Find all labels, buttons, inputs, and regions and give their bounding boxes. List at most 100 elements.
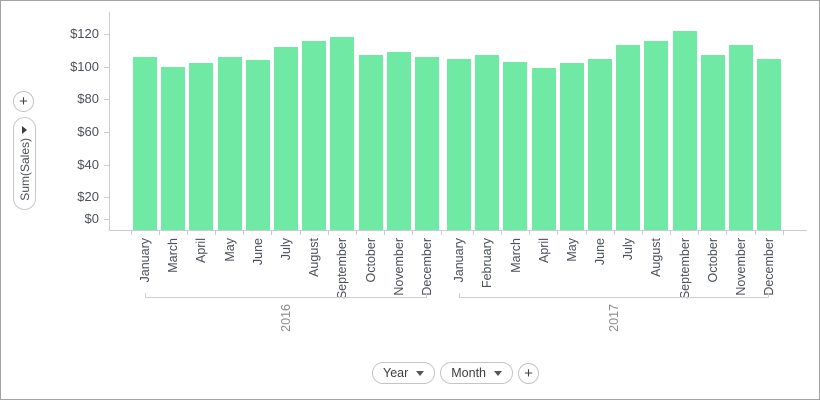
month-label: April <box>536 238 551 264</box>
month-tick <box>186 230 188 235</box>
month-tick <box>529 230 531 235</box>
month-tick <box>271 230 273 235</box>
month-tick <box>754 230 756 235</box>
bar[interactable] <box>531 68 556 230</box>
month-tick <box>500 230 502 235</box>
month-tick <box>243 230 245 235</box>
month-label: August <box>649 238 664 277</box>
caret-down-icon <box>494 370 503 376</box>
month-cell: April <box>187 1 217 263</box>
field-pill-year[interactable]: Year <box>372 362 436 384</box>
y-axis-line <box>109 12 110 230</box>
month-tick <box>412 230 414 235</box>
bar[interactable] <box>700 55 725 230</box>
month-label: December <box>762 238 777 296</box>
month-cell: September <box>328 1 357 299</box>
y-axis-tick <box>104 66 109 68</box>
year-label: 2017 <box>607 304 622 332</box>
month-label: July <box>279 238 294 261</box>
month-tick <box>440 230 442 235</box>
bottom-field-controls: Year Month + <box>372 362 540 384</box>
month-tick <box>585 230 587 235</box>
bar[interactable] <box>757 58 782 230</box>
month-label: January <box>138 238 153 283</box>
y-axis-tick-label: $60 <box>77 124 99 139</box>
bar[interactable] <box>588 58 612 230</box>
month-tick <box>130 230 132 235</box>
month-label: March <box>166 238 181 273</box>
month-label: June <box>593 238 608 266</box>
field-pill-year-label: Year <box>383 366 409 380</box>
month-cell: June <box>586 1 615 265</box>
bar[interactable] <box>672 30 697 230</box>
y-axis-tick <box>104 197 109 199</box>
month-label: February <box>480 238 495 289</box>
month-cell: September <box>671 1 700 299</box>
bar[interactable] <box>358 55 383 230</box>
y-axis-tick-label: $20 <box>77 189 99 205</box>
bar[interactable] <box>386 52 411 230</box>
month-cell: October <box>357 1 386 282</box>
value-field-pill-sum-sales[interactable]: Sum(Sales) <box>13 117 36 210</box>
month-label: December <box>419 238 434 296</box>
plus-icon: + <box>524 364 533 382</box>
month-tick <box>472 230 474 235</box>
add-axis-field-button[interactable]: + <box>518 362 540 384</box>
bar[interactable] <box>161 66 186 230</box>
caret-right-icon <box>22 126 27 134</box>
y-axis-tick-label: $80 <box>77 91 99 107</box>
bar[interactable] <box>217 56 242 230</box>
month-label: May <box>222 238 237 262</box>
year-group-2016: January March April May June July August Septem… <box>130 1 442 332</box>
month-tick <box>726 230 728 235</box>
plus-icon: + <box>19 93 28 110</box>
bar[interactable] <box>728 45 753 230</box>
month-cell: July <box>272 1 301 260</box>
month-label: October <box>363 238 378 283</box>
bar[interactable] <box>330 37 355 230</box>
month-cell: June <box>244 1 273 265</box>
add-value-field-button[interactable]: + <box>13 91 34 112</box>
month-cell: July <box>614 1 643 260</box>
month-label: November <box>734 238 749 296</box>
bar[interactable] <box>133 56 157 230</box>
month-tick <box>327 230 329 235</box>
month-label: June <box>250 238 265 266</box>
month-tick <box>356 230 357 235</box>
x-axis-line <box>109 230 807 231</box>
y-axis-tick <box>104 164 109 166</box>
month-tick <box>613 230 615 235</box>
field-pill-month[interactable]: Month <box>440 362 514 384</box>
month-tick <box>158 230 160 235</box>
month-cell: October <box>699 1 728 282</box>
bar[interactable] <box>245 60 270 230</box>
month-tick <box>670 230 672 235</box>
y-axis-tick-label: $100 <box>70 58 99 74</box>
bar[interactable] <box>414 56 439 230</box>
bar[interactable] <box>616 45 641 230</box>
month-cell: January <box>445 1 474 282</box>
month-cell: February <box>473 1 502 288</box>
bar[interactable] <box>447 58 472 230</box>
bar[interactable] <box>302 40 327 230</box>
y-axis-tick-label: $0 <box>84 211 99 226</box>
y-axis-tick <box>104 99 109 101</box>
month-label: November <box>391 238 406 296</box>
month-cell: May <box>216 1 245 262</box>
bar[interactable] <box>475 55 500 230</box>
month-label: October <box>705 238 720 283</box>
bar[interactable] <box>273 47 298 230</box>
month-tick <box>641 230 643 235</box>
bar-groups: January March April May June July August Septem… <box>130 1 784 332</box>
caret-down-icon <box>416 370 425 376</box>
month-label: January <box>452 238 467 283</box>
y-axis-tick <box>104 219 109 220</box>
month-cell: November <box>385 1 414 296</box>
bar[interactable] <box>644 40 669 230</box>
bar[interactable] <box>503 61 528 230</box>
month-tick <box>557 230 559 235</box>
y-axis-tick <box>104 34 109 35</box>
year-bracket <box>459 293 770 298</box>
bar[interactable] <box>559 63 584 230</box>
bar[interactable] <box>189 63 214 230</box>
